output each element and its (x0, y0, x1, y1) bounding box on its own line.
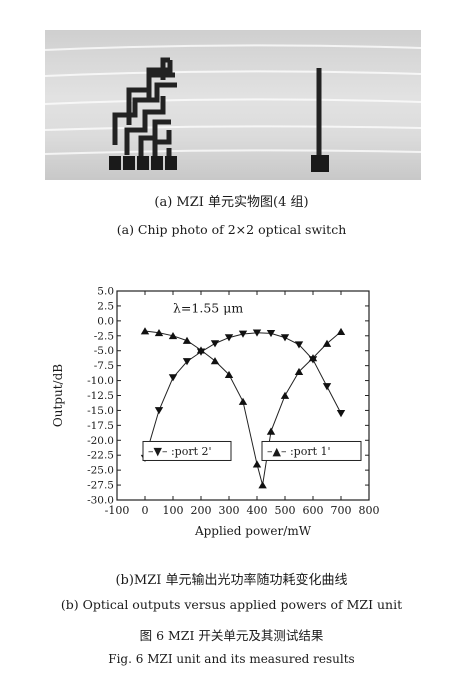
y-tick-label: -15.0 (87, 405, 114, 417)
x-tick-label: 0 (142, 504, 149, 517)
y-tick-label: -22.5 (87, 450, 114, 462)
series-1-point (280, 334, 290, 342)
series-2-point (168, 332, 178, 340)
series-line-1 (144, 332, 342, 459)
series-2-point (280, 391, 290, 399)
series-2-point (294, 367, 304, 375)
series-1-point (238, 330, 248, 338)
y-tick-label: 5.0 (97, 286, 114, 298)
series-line-2 (144, 330, 342, 486)
y-tick-label: -7.5 (94, 360, 114, 372)
legend-label-1: –▼– :port 2' (148, 445, 212, 458)
caption-b-chinese: (b)MZI 单元输出光功率随功耗变化曲线 (115, 573, 348, 588)
x-tick-label: 400 (247, 504, 268, 517)
caption-a-english: (a) Chip photo of 2×2 optical switch (116, 222, 347, 237)
series-1-point (154, 407, 164, 415)
y-tick-label: -12.5 (87, 390, 114, 402)
series-2-point (238, 397, 248, 405)
series-1-point (294, 341, 304, 349)
y-tick-label: -25.0 (87, 465, 114, 477)
series-1-point (336, 410, 346, 418)
x-tick-label: 100 (163, 504, 184, 517)
wavelength-annotation: λ=1.55 μm (173, 300, 243, 315)
legend-label-2: –▲– :port 1' (267, 445, 331, 458)
x-tick-label: 500 (275, 504, 296, 517)
output-power-chart: -100 0 100 200 300 400 500 600 700 800 5.0 2.5 0.0 -2… (51, 286, 380, 539)
series-2-point (322, 339, 332, 347)
x-tick-label: -100 (105, 504, 130, 517)
figure-caption-english: Fig. 6 MZI unit and its measured results (108, 652, 355, 666)
y-axis-label: Output/dB (51, 364, 65, 427)
y-tick-label: -5.0 (94, 345, 114, 357)
series-1-point (168, 374, 178, 382)
series-2-point (140, 327, 150, 335)
x-tick-label: 300 (219, 504, 240, 517)
series-2-point (210, 357, 220, 365)
series-1-point (322, 383, 332, 391)
legend-box-1 (142, 440, 232, 461)
series-1-point (224, 334, 234, 342)
series-2-point (252, 460, 262, 468)
x-tick-label: 200 (191, 504, 212, 517)
y-tick-label: 2.5 (97, 300, 114, 312)
series-2-point (308, 354, 318, 362)
caption-a-chinese: (a) MZI 单元实物图(4 组) (154, 195, 309, 210)
series-2-point (336, 327, 346, 335)
x-tick-label: 600 (303, 504, 324, 517)
y-tick-label: -27.5 (87, 480, 114, 492)
y-tick-label: -30.0 (87, 495, 114, 507)
series-1-point (210, 340, 220, 348)
series-2-point (182, 336, 192, 344)
series-2-point (196, 346, 206, 354)
legend-box-2 (261, 440, 362, 461)
series-2-point (154, 329, 164, 337)
series-2-point (266, 427, 276, 435)
series-1-point (252, 329, 262, 337)
y-tick-label: -17.5 (87, 420, 114, 432)
x-axis-label: Applied power/mW (194, 524, 312, 538)
y-tick-label: -10.0 (87, 375, 114, 387)
series-1-point (266, 330, 276, 338)
series-2-point (224, 370, 234, 378)
figure-caption-chinese: 图 6 MZI 开关单元及其测试结果 (139, 628, 324, 643)
x-tick-label: 800 (359, 504, 380, 517)
y-tick-label: -2.5 (94, 330, 114, 342)
series-2-point (258, 481, 267, 489)
x-tick-label: 700 (331, 504, 352, 517)
series-1-point (182, 358, 192, 366)
chip-photo (45, 30, 421, 180)
caption-b-english: (b) Optical outputs versus applied power… (60, 597, 403, 612)
y-tick-label: 0.0 (97, 315, 114, 327)
y-tick-label: -20.0 (87, 435, 114, 447)
